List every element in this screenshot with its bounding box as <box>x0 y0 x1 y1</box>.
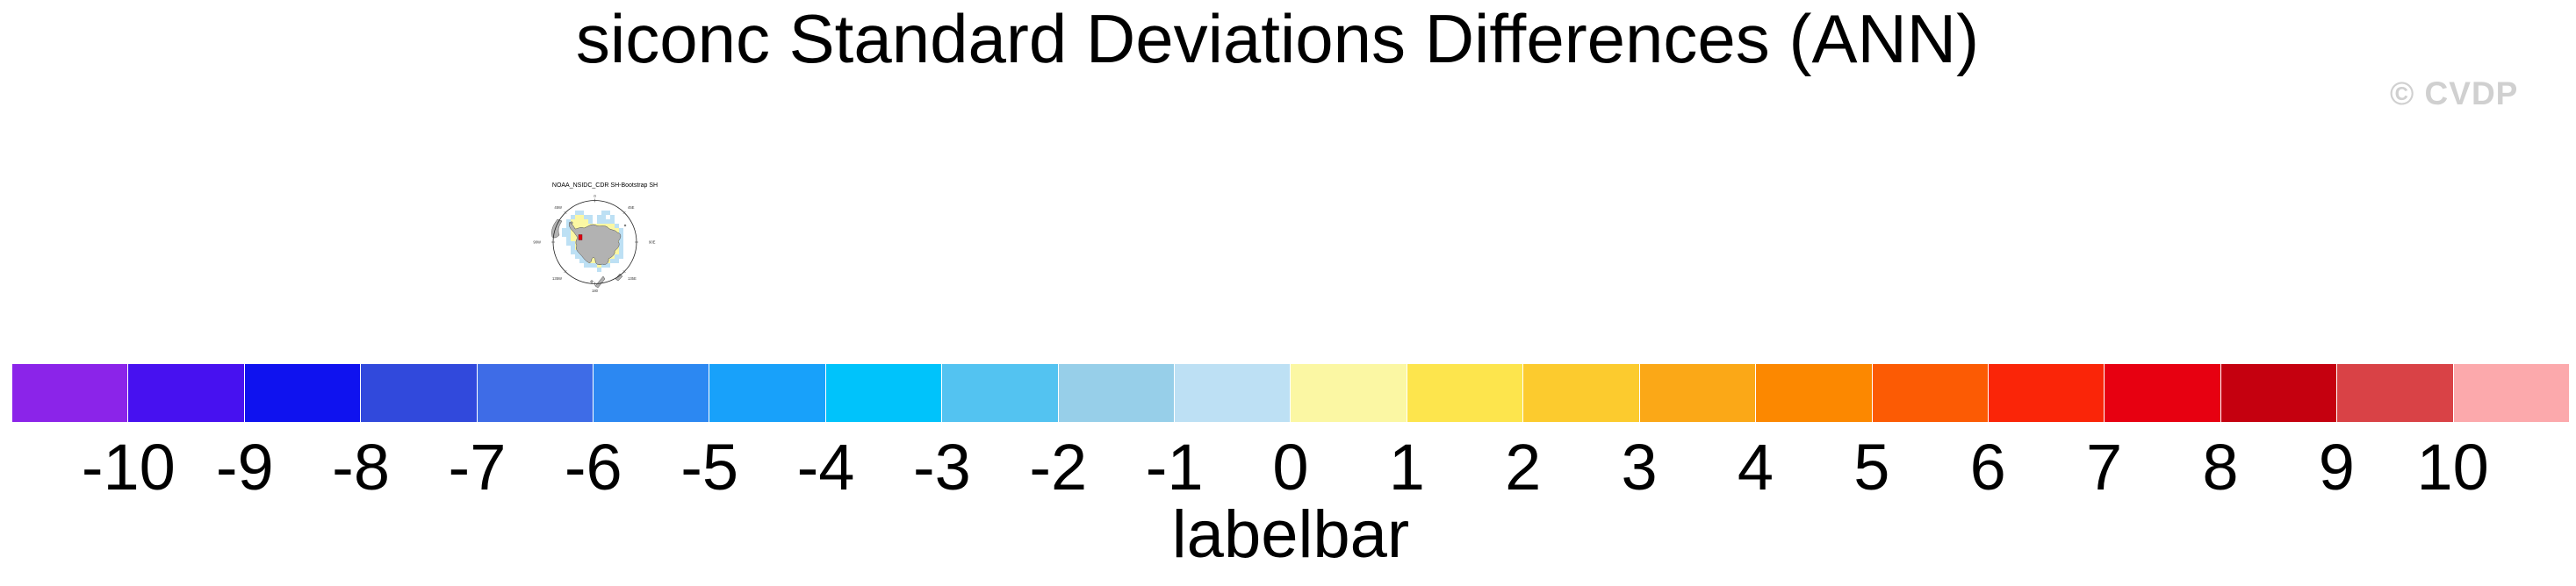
labelbar-tick-label: -6 <box>564 431 622 504</box>
labelbar-tick-label: -4 <box>796 431 855 504</box>
south-america-tip <box>551 218 563 239</box>
labelbar-cell <box>1175 364 1291 422</box>
labelbar-tick-label: -3 <box>913 431 971 504</box>
labelbar-tick-label: -7 <box>448 431 507 504</box>
labelbar-tick-label: -9 <box>215 431 274 504</box>
red-anomaly-cell <box>578 234 583 240</box>
labelbar-cell <box>1407 364 1523 422</box>
labelbar-cell <box>244 364 361 422</box>
labelbar-cell <box>1756 364 1872 422</box>
labelbar-tick-label: 6 <box>1969 431 2006 504</box>
labelbar-cell <box>1523 364 1639 422</box>
labelbar-cell <box>12 364 128 422</box>
labelbar-cell <box>594 364 709 422</box>
longitude-labels: 0 45E 90E 135E 180 135W 90W 45W <box>533 194 655 293</box>
labelbar-tick-label: -2 <box>1029 431 1088 504</box>
labelbar-cell <box>2337 364 2453 422</box>
labelbar-caption: labelbar <box>1171 497 1410 572</box>
longitude-label: 90W <box>533 240 541 245</box>
labelbar-tick-label: 5 <box>1853 431 1890 504</box>
longitude-label: 90E <box>649 240 656 245</box>
labelbar-cell <box>709 364 825 422</box>
labelbar-cell <box>2105 364 2220 422</box>
labelbar-tick-label: 9 <box>2318 431 2355 504</box>
labelbar-cell <box>128 364 244 422</box>
cvdp-watermark: © CVDP <box>2390 75 2519 111</box>
labelbar-cell <box>942 364 1058 422</box>
labelbar-ticks: -10 -9 -8 -7 -6 -5 -4 -3 -2 -1 0 1 2 3 4 5 6 7 8 9 10 <box>0 431 2576 504</box>
island-dot <box>570 221 573 225</box>
labelbar-cell <box>1291 364 1407 422</box>
antarctic-map-panel: NOAA_NSIDC_CDR SH-Bootstrap SH 0 45E 90E 13… <box>520 175 673 298</box>
longitude-label: 180 <box>592 289 599 293</box>
longitude-label: 0 <box>594 194 596 198</box>
labelbar-cell <box>825 364 942 422</box>
labelbar-cell <box>1058 364 1175 422</box>
labelbar-tick-label: 10 <box>2416 431 2489 504</box>
labelbar-tick-label: 7 <box>2085 431 2123 504</box>
labelbar-tick-label: 1 <box>1388 431 1425 504</box>
longitude-ticks <box>551 198 638 286</box>
labelbar <box>12 364 2569 422</box>
longitude-label: 45W <box>554 205 562 210</box>
labelbar-cell <box>361 364 477 422</box>
labelbar-tick-label: -1 <box>1145 431 1204 504</box>
longitude-label: 135W <box>552 276 562 281</box>
labelbar-tick-label: -5 <box>680 431 739 504</box>
island-dot <box>623 224 627 227</box>
longitude-label: 45E <box>628 205 635 210</box>
map-panel-title: NOAA_NSIDC_CDR SH-Bootstrap SH <box>552 182 658 189</box>
longitude-label: 135E <box>628 276 637 281</box>
labelbar-tick-label: 2 <box>1505 431 1542 504</box>
antarctica-landmass <box>568 221 622 266</box>
labelbar-cell <box>477 364 594 422</box>
labelbar-tick-label: -10 <box>81 431 176 504</box>
labelbar-cell <box>2220 364 2337 422</box>
labelbar-tick-label: -8 <box>332 431 390 504</box>
labelbar-cell <box>1639 364 1756 422</box>
labelbar-tick-label: 0 <box>1272 431 1309 504</box>
island-dot <box>590 280 594 283</box>
labelbar-tick-label: 8 <box>2202 431 2239 504</box>
figure-title: siconc Standard Deviations Differences (… <box>575 0 1980 77</box>
labelbar-cell <box>2453 364 2569 422</box>
labelbar-cell <box>1988 364 2105 422</box>
labelbar-cell <box>1872 364 1988 422</box>
small-island <box>615 273 623 282</box>
new-zealand-island <box>594 275 606 289</box>
labelbar-tick-label: 4 <box>1737 431 1774 504</box>
antarctica-map: NOAA_NSIDC_CDR SH-Bootstrap SH 0 45E 90E 13… <box>533 182 658 293</box>
labelbar-tick-label: 3 <box>1621 431 1658 504</box>
